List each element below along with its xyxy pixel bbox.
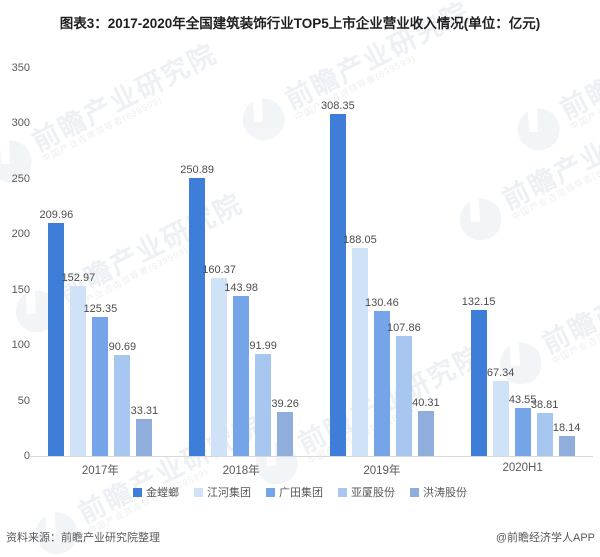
bar-slot: 38.81 bbox=[531, 399, 558, 456]
y-axis-tick-label: 350 bbox=[11, 62, 30, 74]
bar-slot: 209.96 bbox=[40, 209, 73, 456]
legend-swatch-icon bbox=[194, 487, 203, 497]
bar-value-label: 67.34 bbox=[486, 367, 515, 380]
y-axis-tick-label: 250 bbox=[11, 172, 30, 185]
y-axis-tick-label: 300 bbox=[11, 117, 30, 130]
bar-洪涛股份 bbox=[417, 411, 434, 456]
legend-label: 广田集团 bbox=[279, 487, 323, 499]
y-axis-tick-label: 150 bbox=[11, 283, 30, 296]
bar-江河集团 bbox=[351, 247, 368, 456]
bar-value-label: 130.46 bbox=[365, 297, 399, 310]
x-axis-category-label: 2017年 bbox=[81, 465, 119, 477]
legend-item: 金螳螂 bbox=[133, 484, 179, 500]
bar-亚厦股份 bbox=[395, 336, 412, 456]
bar-group: 209.96 152.97 125.35 90.69 33.31 bbox=[40, 68, 158, 456]
bar-广田集团 bbox=[514, 407, 531, 456]
x-axis-category-label: 2019年 bbox=[363, 465, 401, 477]
bar-value-label: 308.35 bbox=[321, 100, 355, 113]
legend-label: 洪涛股份 bbox=[423, 487, 467, 499]
bar-value-label: 107.86 bbox=[387, 322, 421, 335]
bar-亚厦股份 bbox=[255, 354, 272, 456]
y-axis-tick-label: 200 bbox=[11, 228, 30, 241]
bar-slot: 152.97 bbox=[62, 272, 95, 456]
bar-value-label: 132.15 bbox=[461, 295, 496, 308]
bar-value-label: 33.31 bbox=[130, 405, 159, 418]
bar-value-label: 18.14 bbox=[552, 421, 581, 434]
plot-area: 209.96 152.97 125.35 90.69 33.31 250.89 160.37… bbox=[30, 68, 593, 457]
bar-value-label: 160.37 bbox=[202, 264, 236, 277]
bar-洪涛股份 bbox=[277, 412, 294, 456]
bar-value-label: 250.89 bbox=[180, 163, 214, 176]
bar-slot: 308.35 bbox=[321, 100, 355, 456]
bar-slot: 18.14 bbox=[553, 422, 580, 456]
legend-label: 金螳螂 bbox=[146, 487, 179, 499]
bar-金螳螂 bbox=[48, 223, 65, 456]
bar-value-label: 152.97 bbox=[61, 272, 96, 285]
bar-slot: 67.34 bbox=[487, 367, 514, 456]
x-axis-category-label: 2018年 bbox=[222, 465, 260, 477]
bar-slot: 130.46 bbox=[365, 297, 399, 456]
bar-江河集团 bbox=[492, 381, 509, 456]
legend-label: 亚厦股份 bbox=[351, 487, 395, 499]
bar-slot: 160.37 bbox=[202, 264, 236, 456]
bar-value-label: 188.05 bbox=[343, 233, 377, 246]
credit-note: @前瞻经济学人APP bbox=[495, 532, 595, 544]
bar-value-label: 91.99 bbox=[249, 340, 277, 353]
bar-金螳螂 bbox=[189, 177, 206, 456]
bar-value-label: 43.55 bbox=[508, 393, 537, 406]
bar-value-label: 143.98 bbox=[224, 282, 258, 295]
bar-slot: 132.15 bbox=[462, 296, 495, 456]
legend-swatch-icon bbox=[338, 487, 347, 497]
bar-金螳螂 bbox=[470, 309, 487, 456]
x-axis-category-label: 2020H1 bbox=[502, 462, 543, 474]
legend-swatch-icon bbox=[410, 487, 419, 497]
legend-item: 洪涛股份 bbox=[410, 484, 467, 500]
y-axis-tick-label: 0 bbox=[23, 450, 30, 462]
bar-group: 132.15 67.34 43.55 38.81 18.14 bbox=[462, 68, 580, 456]
bar-slot: 125.35 bbox=[84, 303, 117, 456]
x-axis: 2017年 2018年 2019年 2020H1 bbox=[30, 462, 593, 478]
chart-title: 图表3：2017-2020年全国建筑装饰行业TOP5上市企业营业收入情况(单位：… bbox=[59, 16, 541, 31]
bar-value-label: 40.31 bbox=[412, 397, 440, 410]
bar-value-label: 39.26 bbox=[271, 398, 299, 411]
bar-江河集团 bbox=[70, 286, 87, 456]
bar-亚厦股份 bbox=[114, 355, 131, 456]
bar-江河集团 bbox=[211, 278, 228, 456]
bar-group: 308.35 188.05 130.46 107.86 40.31 bbox=[321, 68, 440, 456]
bar-slot: 188.05 bbox=[343, 234, 377, 456]
bar-slot: 43.55 bbox=[509, 394, 536, 456]
bar-value-label: 90.69 bbox=[108, 341, 137, 354]
bar-亚厦股份 bbox=[536, 412, 553, 456]
bar-value-label: 209.96 bbox=[39, 209, 74, 222]
bar-广田集团 bbox=[92, 317, 109, 456]
bar-slot: 91.99 bbox=[249, 340, 277, 456]
legend-item: 江河集团 bbox=[194, 484, 251, 500]
bar-slot: 107.86 bbox=[387, 322, 421, 456]
legend-swatch-icon bbox=[133, 487, 142, 497]
legend-item: 亚厦股份 bbox=[338, 484, 395, 500]
bar-金螳螂 bbox=[329, 114, 346, 456]
bar-slot: 250.89 bbox=[180, 164, 214, 456]
y-axis: 0 50 100 150 200 250 300 350 bbox=[0, 0, 30, 557]
bar-洪涛股份 bbox=[558, 435, 575, 456]
legend-label: 江河集团 bbox=[207, 487, 251, 499]
bar-slot: 33.31 bbox=[131, 405, 158, 456]
bar-group: 250.89 160.37 143.98 91.99 39.26 bbox=[180, 68, 299, 456]
legend-item: 广田集团 bbox=[266, 484, 323, 500]
bar-洪涛股份 bbox=[136, 419, 153, 456]
bar-广田集团 bbox=[373, 311, 390, 456]
bar-slot: 40.31 bbox=[412, 397, 440, 456]
bar-slot: 39.26 bbox=[271, 398, 299, 456]
bar-slot: 143.98 bbox=[224, 282, 258, 456]
legend-swatch-icon bbox=[266, 487, 275, 497]
source-note: 资料来源：前瞻产业研究院整理 bbox=[6, 532, 160, 544]
bar-value-label: 38.81 bbox=[530, 398, 559, 411]
y-axis-tick-label: 100 bbox=[11, 339, 30, 352]
legend: 金螳螂 江河集团 广田集团 亚厦股份 洪涛股份 bbox=[0, 484, 600, 500]
y-axis-tick-label: 50 bbox=[17, 394, 30, 407]
bar-value-label: 125.35 bbox=[83, 303, 118, 316]
bar-广田集团 bbox=[233, 296, 250, 456]
bar-slot: 90.69 bbox=[109, 341, 136, 456]
